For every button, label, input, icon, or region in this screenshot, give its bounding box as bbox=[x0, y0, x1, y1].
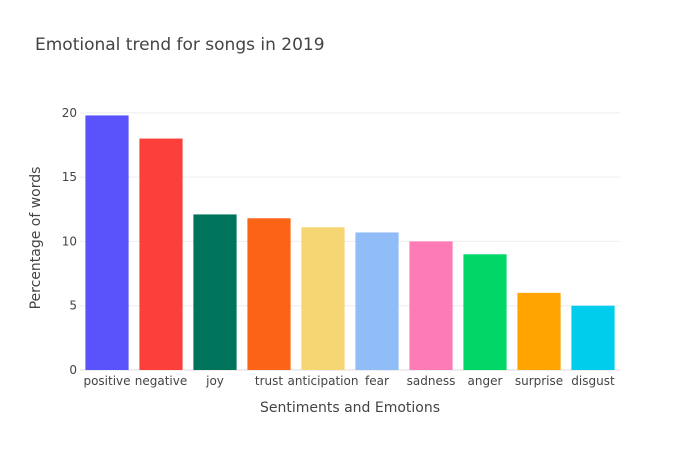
bar-positive[interactable] bbox=[85, 115, 129, 370]
y-tick-label: 10 bbox=[62, 234, 77, 248]
x-axis-title: Sentiments and Emotions bbox=[260, 400, 440, 416]
bar-trust[interactable] bbox=[247, 218, 291, 370]
x-tick-label: disgust bbox=[571, 374, 615, 388]
x-tick-label: surprise bbox=[515, 374, 563, 388]
y-axis-ticks: 0 5 10 15 20 bbox=[62, 106, 77, 377]
bar-fear[interactable] bbox=[355, 232, 399, 370]
bar-surprise[interactable] bbox=[517, 292, 561, 370]
x-tick-label: positive bbox=[83, 374, 130, 388]
bar-disgust[interactable] bbox=[571, 305, 615, 370]
bar-anticipation[interactable] bbox=[301, 227, 345, 370]
y-axis-title: Percentage of words bbox=[28, 167, 44, 310]
bar-joy[interactable] bbox=[193, 214, 237, 370]
y-tick-label: 5 bbox=[69, 299, 77, 313]
x-tick-label: anger bbox=[468, 374, 503, 388]
x-tick-label: joy bbox=[205, 374, 224, 388]
x-tick-label: negative bbox=[135, 374, 187, 388]
chart-title: Emotional trend for songs in 2019 bbox=[35, 35, 325, 55]
x-tick-label: anticipation bbox=[288, 374, 359, 388]
y-tick-label: 20 bbox=[62, 106, 77, 120]
y-tick-label: 0 bbox=[69, 363, 77, 377]
x-tick-label: fear bbox=[365, 374, 389, 388]
bar-negative[interactable] bbox=[139, 138, 183, 370]
y-tick-label: 15 bbox=[62, 170, 77, 184]
bar-anger[interactable] bbox=[463, 254, 507, 370]
bars bbox=[85, 115, 615, 370]
x-axis-ticks: positive negative joy trust anticipation fear… bbox=[83, 374, 615, 388]
bar-sadness[interactable] bbox=[409, 241, 453, 370]
x-tick-label: sadness bbox=[407, 374, 456, 388]
x-tick-label: trust bbox=[255, 374, 283, 388]
